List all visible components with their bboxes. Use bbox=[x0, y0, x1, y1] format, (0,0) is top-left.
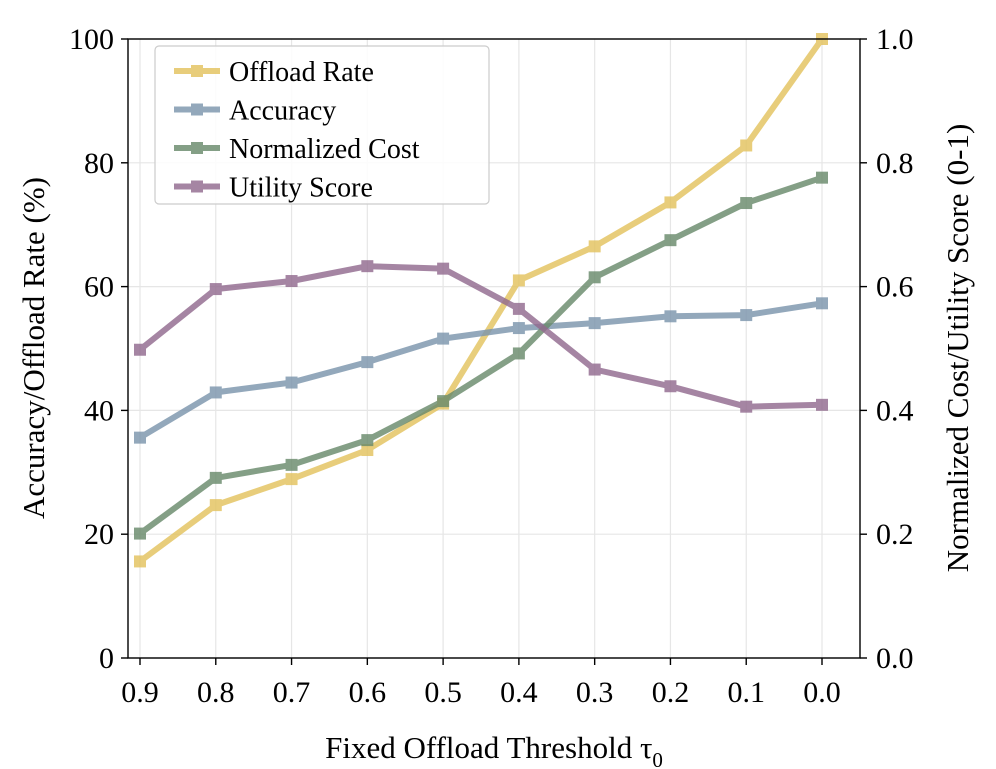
data-point-normalized-cost bbox=[209, 471, 222, 484]
y-left-tick-label: 80 bbox=[84, 147, 114, 180]
legend-label-normalized-cost: Normalized Cost bbox=[229, 134, 420, 165]
x-tick-label: 0.2 bbox=[652, 676, 690, 709]
data-point-normalized-cost bbox=[664, 234, 677, 247]
legend-item-normalized-cost: Normalized Cost bbox=[174, 134, 420, 165]
legend-box bbox=[154, 45, 490, 205]
series-normalized-cost bbox=[134, 171, 828, 540]
x-tick-label: 0.1 bbox=[727, 676, 765, 709]
x-tick-label: 0.8 bbox=[197, 676, 235, 709]
data-point-accuracy bbox=[134, 431, 146, 444]
data-point-accuracy bbox=[588, 317, 601, 330]
data-point-utility-score bbox=[134, 343, 146, 356]
legend-marker-offload-rate bbox=[191, 65, 203, 77]
data-point-utility-score bbox=[512, 302, 525, 315]
y-left-tick-label: 100 bbox=[69, 23, 114, 56]
legend-marker-normalized-cost bbox=[191, 142, 203, 154]
legend-swatch-utility-score bbox=[174, 180, 220, 193]
data-point-accuracy bbox=[361, 356, 374, 369]
series-line-utility-score bbox=[138, 263, 823, 410]
data-point-normalized-cost bbox=[512, 347, 525, 360]
y-right-tick-label: 0.4 bbox=[876, 394, 914, 427]
data-point-accuracy bbox=[437, 332, 450, 345]
y-left-tick-label: 40 bbox=[84, 394, 114, 427]
legend-item-offload-rate: Offload Rate bbox=[174, 57, 374, 88]
legend-label-accuracy: Accuracy bbox=[229, 96, 336, 127]
y-right-tick-label: 0.6 bbox=[876, 271, 914, 304]
series-line-accuracy bbox=[138, 300, 823, 441]
x-tick-label: 0.0 bbox=[803, 676, 841, 709]
data-point-normalized-cost bbox=[361, 434, 374, 447]
x-tick-label: 0.7 bbox=[273, 676, 311, 709]
legend-label-offload-rate: Offload Rate bbox=[229, 57, 374, 88]
x-tick-label: 0.3 bbox=[576, 676, 614, 709]
legend-item-accuracy: Accuracy bbox=[174, 96, 336, 127]
data-point-utility-score bbox=[361, 260, 374, 273]
data-point-offload-rate bbox=[361, 444, 374, 457]
data-point-offload-rate bbox=[209, 499, 222, 512]
legend-swatch-offload-rate bbox=[174, 65, 220, 77]
data-point-offload-rate bbox=[512, 274, 525, 287]
y-right-tick-label: 0.0 bbox=[876, 642, 914, 675]
legend-marker-accuracy bbox=[191, 103, 203, 116]
x-axis-title-main: Fixed Offload Threshold τ bbox=[325, 730, 652, 765]
x-tick-label: 0.4 bbox=[500, 676, 538, 709]
axis-ticks: 0.9 0.8 0.7 0.6 0.5 0.4 0.3 0.2 0.1 0.0 0 20 40 60 80 1… bbox=[69, 23, 914, 709]
data-point-offload-rate bbox=[664, 196, 677, 209]
data-point-accuracy bbox=[816, 297, 828, 310]
data-point-accuracy bbox=[285, 376, 298, 389]
x-tick-label: 0.5 bbox=[424, 676, 462, 709]
data-point-utility-score bbox=[816, 398, 828, 411]
data-point-offload-rate bbox=[285, 473, 298, 486]
series-line-normalized-cost bbox=[138, 174, 823, 537]
data-point-normalized-cost bbox=[588, 271, 601, 284]
series-utility-score bbox=[134, 260, 828, 413]
data-point-offload-rate bbox=[134, 555, 146, 568]
data-point-accuracy bbox=[512, 322, 525, 335]
data-point-normalized-cost bbox=[285, 458, 298, 471]
data-point-accuracy bbox=[740, 309, 753, 322]
legend-label-utility-score: Utility Score bbox=[229, 173, 373, 204]
data-point-normalized-cost bbox=[134, 527, 146, 540]
x-tick-label: 0.6 bbox=[349, 676, 387, 709]
y-left-tick-label: 60 bbox=[84, 271, 114, 304]
data-point-offload-rate bbox=[740, 139, 753, 152]
y-right-tick-label: 1.0 bbox=[876, 23, 914, 56]
legend-item-utility-score: Utility Score bbox=[174, 173, 373, 204]
legend-swatch-accuracy bbox=[174, 103, 220, 116]
x-tick-label: 0.9 bbox=[121, 676, 159, 709]
y-left-tick-label: 20 bbox=[84, 518, 114, 551]
series-lines bbox=[134, 33, 828, 568]
data-point-accuracy bbox=[664, 310, 677, 323]
data-point-utility-score bbox=[588, 363, 601, 376]
y-left-tick-label: 0 bbox=[99, 642, 114, 675]
data-point-utility-score bbox=[437, 262, 450, 275]
data-point-accuracy bbox=[209, 386, 222, 399]
x-axis-title-subscript: 0 bbox=[652, 748, 663, 769]
series-accuracy bbox=[134, 297, 828, 444]
legend: Offload Rate Accuracy Normalized Cost Utili… bbox=[154, 45, 490, 205]
series-line-offload-rate bbox=[138, 37, 825, 564]
data-point-normalized-cost bbox=[816, 171, 828, 184]
data-point-utility-score bbox=[209, 283, 222, 296]
y-left-axis-title: Accuracy/Offload Rate (%) bbox=[16, 177, 51, 519]
y-right-tick-label: 0.8 bbox=[876, 147, 914, 180]
data-point-offload-rate bbox=[588, 240, 601, 253]
data-point-utility-score bbox=[285, 275, 298, 288]
data-point-utility-score bbox=[664, 380, 677, 393]
data-point-normalized-cost bbox=[437, 395, 450, 408]
plot-frame bbox=[127, 38, 861, 659]
y-right-axis-title: Normalized Cost/Utility Score (0-1) bbox=[940, 124, 975, 573]
data-point-utility-score bbox=[740, 400, 753, 413]
y-right-tick-label: 0.2 bbox=[876, 518, 914, 551]
legend-swatch-normalized-cost bbox=[174, 142, 220, 154]
legend-marker-utility-score bbox=[191, 180, 203, 193]
x-axis-title: Fixed Offload Threshold τ0 bbox=[325, 730, 663, 769]
data-point-normalized-cost bbox=[740, 197, 753, 210]
